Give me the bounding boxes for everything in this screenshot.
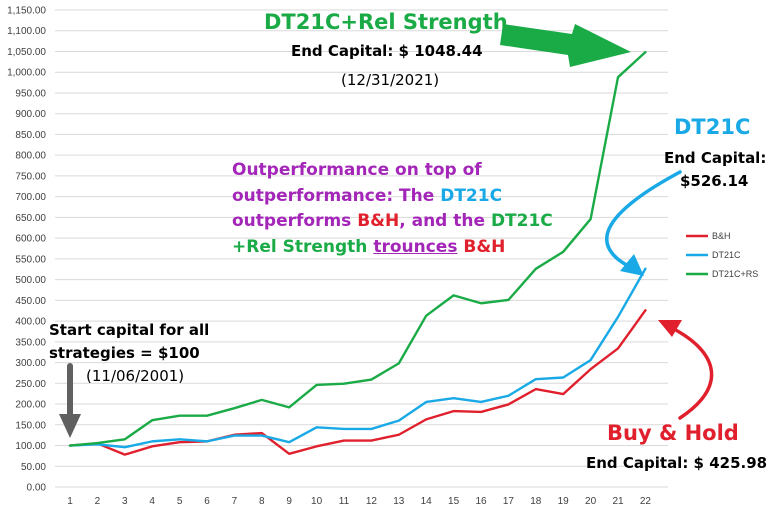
bh-arrow-head — [658, 320, 682, 337]
x-tick-label: 19 — [558, 496, 570, 507]
y-axis-ticks: 0.00 50.00 100.00 150.00 200.00 250.00 300.00 3… — [7, 6, 46, 494]
y-tick-label: 850.00 — [15, 130, 46, 141]
y-tick-label: 500.00 — [15, 275, 46, 286]
series-line-dt21c-rs — [68, 50, 647, 447]
series-lines — [68, 50, 647, 456]
dt21c-arrow — [605, 170, 682, 270]
y-tick-label: 800.00 — [15, 151, 46, 162]
x-tick-label: 8 — [259, 496, 265, 507]
x-tick-label: 10 — [311, 496, 323, 507]
y-tick-label: 50.00 — [21, 462, 46, 473]
x-tick-label: 7 — [232, 496, 238, 507]
y-tick-label: 1,000.00 — [7, 68, 46, 79]
y-tick-label: 650.00 — [15, 213, 46, 224]
outperf-line-3: outperforms B&H, and the DT21C — [232, 211, 553, 231]
x-tick-label: 5 — [177, 496, 183, 507]
x-tick-label: 4 — [149, 496, 155, 507]
outperformance-note: Outperformance on top of outperformance:… — [232, 158, 553, 260]
x-tick-label: 17 — [503, 496, 515, 507]
legend-label: DT21C — [712, 250, 741, 260]
outperf-line-4: +Rel Strength trounces B&H — [232, 236, 506, 257]
y-tick-label: 700.00 — [15, 192, 46, 203]
dt21c-arrow-head — [620, 254, 644, 276]
x-tick-label: 11 — [339, 496, 350, 507]
x-tick-label: 12 — [366, 496, 378, 507]
x-tick-label: 2 — [95, 496, 101, 507]
dt21c-title: DT21C — [674, 115, 751, 139]
series-line-dt21c — [68, 267, 647, 449]
y-tick-label: 100.00 — [15, 441, 46, 452]
y-tick-label: 1,100.00 — [7, 26, 46, 37]
y-tick-label: 750.00 — [15, 171, 46, 182]
annotation-arrows — [59, 24, 714, 438]
rs-title: DT21C+Rel Strength — [264, 10, 508, 34]
rs-end-capital: End Capital: $ 1048.44 — [291, 42, 483, 60]
start-arrow-head — [59, 414, 81, 438]
x-tick-label: 22 — [640, 496, 652, 507]
rs-arrow — [500, 24, 631, 67]
y-tick-label: 300.00 — [15, 358, 46, 369]
x-tick-label: 13 — [393, 496, 405, 507]
y-tick-label: 350.00 — [15, 337, 46, 348]
legend-label: B&H — [712, 231, 731, 241]
x-tick-label: 3 — [122, 496, 128, 507]
y-tick-label: 950.00 — [15, 88, 46, 99]
x-tick-label: 9 — [286, 496, 292, 507]
y-tick-label: 250.00 — [15, 379, 46, 390]
x-tick-label: 15 — [448, 496, 460, 507]
x-tick-label: 21 — [612, 496, 624, 507]
x-tick-label: 18 — [530, 496, 542, 507]
y-tick-label: 550.00 — [15, 254, 46, 265]
bh-end-capital: End Capital: $ 425.98 — [586, 454, 767, 472]
y-tick-label: 400.00 — [15, 317, 46, 328]
bh-title: Buy & Hold — [607, 421, 739, 445]
outperf-line-2: outperformance: The DT21C — [232, 185, 503, 206]
bh-arrow — [670, 326, 714, 420]
y-tick-label: 150.00 — [15, 420, 46, 431]
legend-label: DT21C+RS — [712, 269, 758, 279]
legend: B&H DT21C DT21C+RS — [686, 231, 758, 279]
outperf-line-1: Outperformance on top of — [232, 160, 482, 180]
x-tick-label: 1 — [67, 496, 73, 507]
series-line-b-h — [68, 309, 647, 456]
start-capital-line-1: Start capital for all — [49, 321, 210, 339]
start-date: (11/06/2001) — [86, 367, 185, 385]
x-tick-label: 20 — [585, 496, 597, 507]
x-axis-ticks: 1 2 3 4 5 6 7 8 9 10 11 12 13 14 15 16 17 18 19 20 21 22 — [67, 496, 651, 507]
dt21c-end-capital: End Capital: — [664, 149, 767, 167]
rs-end-date: (12/31/2021) — [341, 71, 440, 89]
y-tick-label: 0.00 — [27, 483, 47, 494]
x-tick-label: 6 — [204, 496, 210, 507]
x-tick-label: 16 — [475, 496, 487, 507]
y-tick-label: 1,150.00 — [7, 6, 46, 17]
y-tick-label: 200.00 — [15, 400, 46, 411]
y-tick-label: 1,050.00 — [7, 47, 46, 58]
y-tick-label: 600.00 — [15, 234, 46, 245]
start-capital-line-2: strategies = $100 — [49, 344, 200, 362]
y-tick-label: 450.00 — [15, 296, 46, 307]
x-tick-label: 14 — [421, 496, 433, 507]
y-tick-label: 900.00 — [15, 109, 46, 120]
dt21c-end-value: $526.14 — [680, 172, 749, 190]
